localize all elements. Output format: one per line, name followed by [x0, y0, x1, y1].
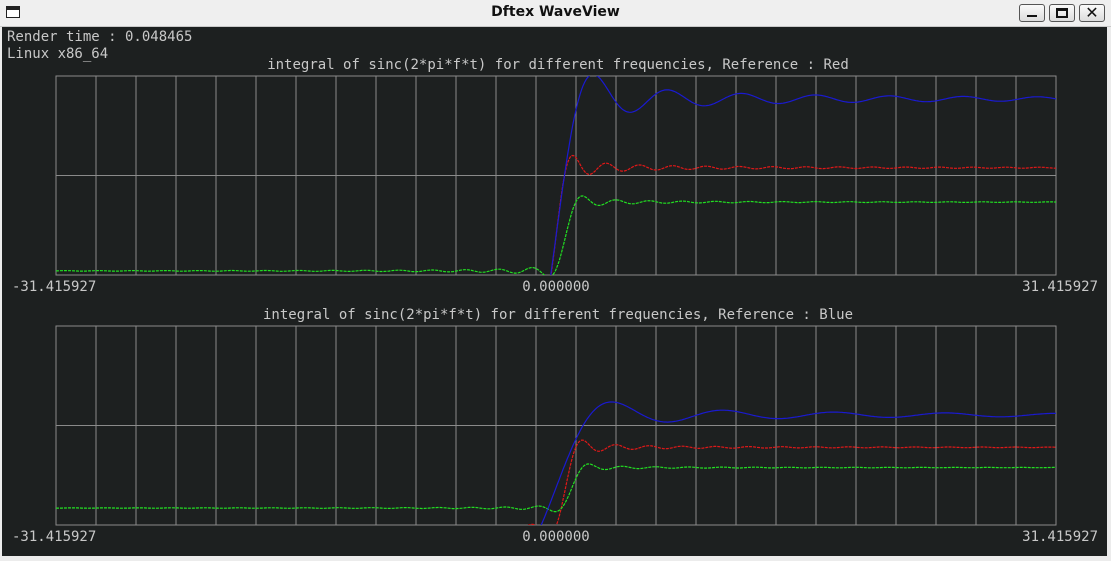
- chart-2: integral of sinc(2*pi*f*t) for different…: [12, 307, 1098, 545]
- close-icon: ✕: [1085, 3, 1099, 22]
- series-line-blue: [540, 401, 1056, 525]
- x-tick-label: -31.415927: [12, 279, 96, 295]
- plots-group: integral of sinc(2*pi*f*t) for different…: [12, 57, 1098, 545]
- minimize-icon: [1027, 15, 1037, 17]
- x-tick-label: 31.415927: [1022, 529, 1098, 545]
- window-menu-icon[interactable]: [6, 6, 20, 18]
- title-bar[interactable]: Dftex WaveView ✕: [0, 0, 1111, 27]
- chart-1: integral of sinc(2*pi*f*t) for different…: [12, 57, 1098, 295]
- close-button[interactable]: ✕: [1079, 3, 1105, 22]
- series-line-green: [56, 463, 1056, 513]
- maximize-button[interactable]: [1049, 4, 1075, 22]
- minimize-button[interactable]: [1019, 4, 1045, 22]
- window-title: Dftex WaveView: [491, 4, 620, 20]
- series-line-green: [56, 195, 1056, 275]
- chart-title: integral of sinc(2*pi*f*t) for different…: [263, 307, 853, 323]
- x-tick-label: 0.000000: [522, 529, 589, 545]
- x-tick-label: 0.000000: [522, 279, 589, 295]
- render-time-label: Render time : 0.048465: [7, 29, 192, 45]
- maximize-icon: [1056, 8, 1068, 18]
- series-line-blue: [550, 76, 1056, 275]
- plot-surface: Render time : 0.048465 Linux x86_64 inte…: [7, 29, 1098, 545]
- platform-label: Linux x86_64: [7, 46, 108, 62]
- x-tick-label: 31.415927: [1022, 279, 1098, 295]
- x-tick-label: -31.415927: [12, 529, 96, 545]
- wave-view-canvas: Render time : 0.048465 Linux x86_64 inte…: [2, 27, 1107, 556]
- chart-title: integral of sinc(2*pi*f*t) for different…: [267, 57, 849, 73]
- series-line-red: [527, 439, 1056, 525]
